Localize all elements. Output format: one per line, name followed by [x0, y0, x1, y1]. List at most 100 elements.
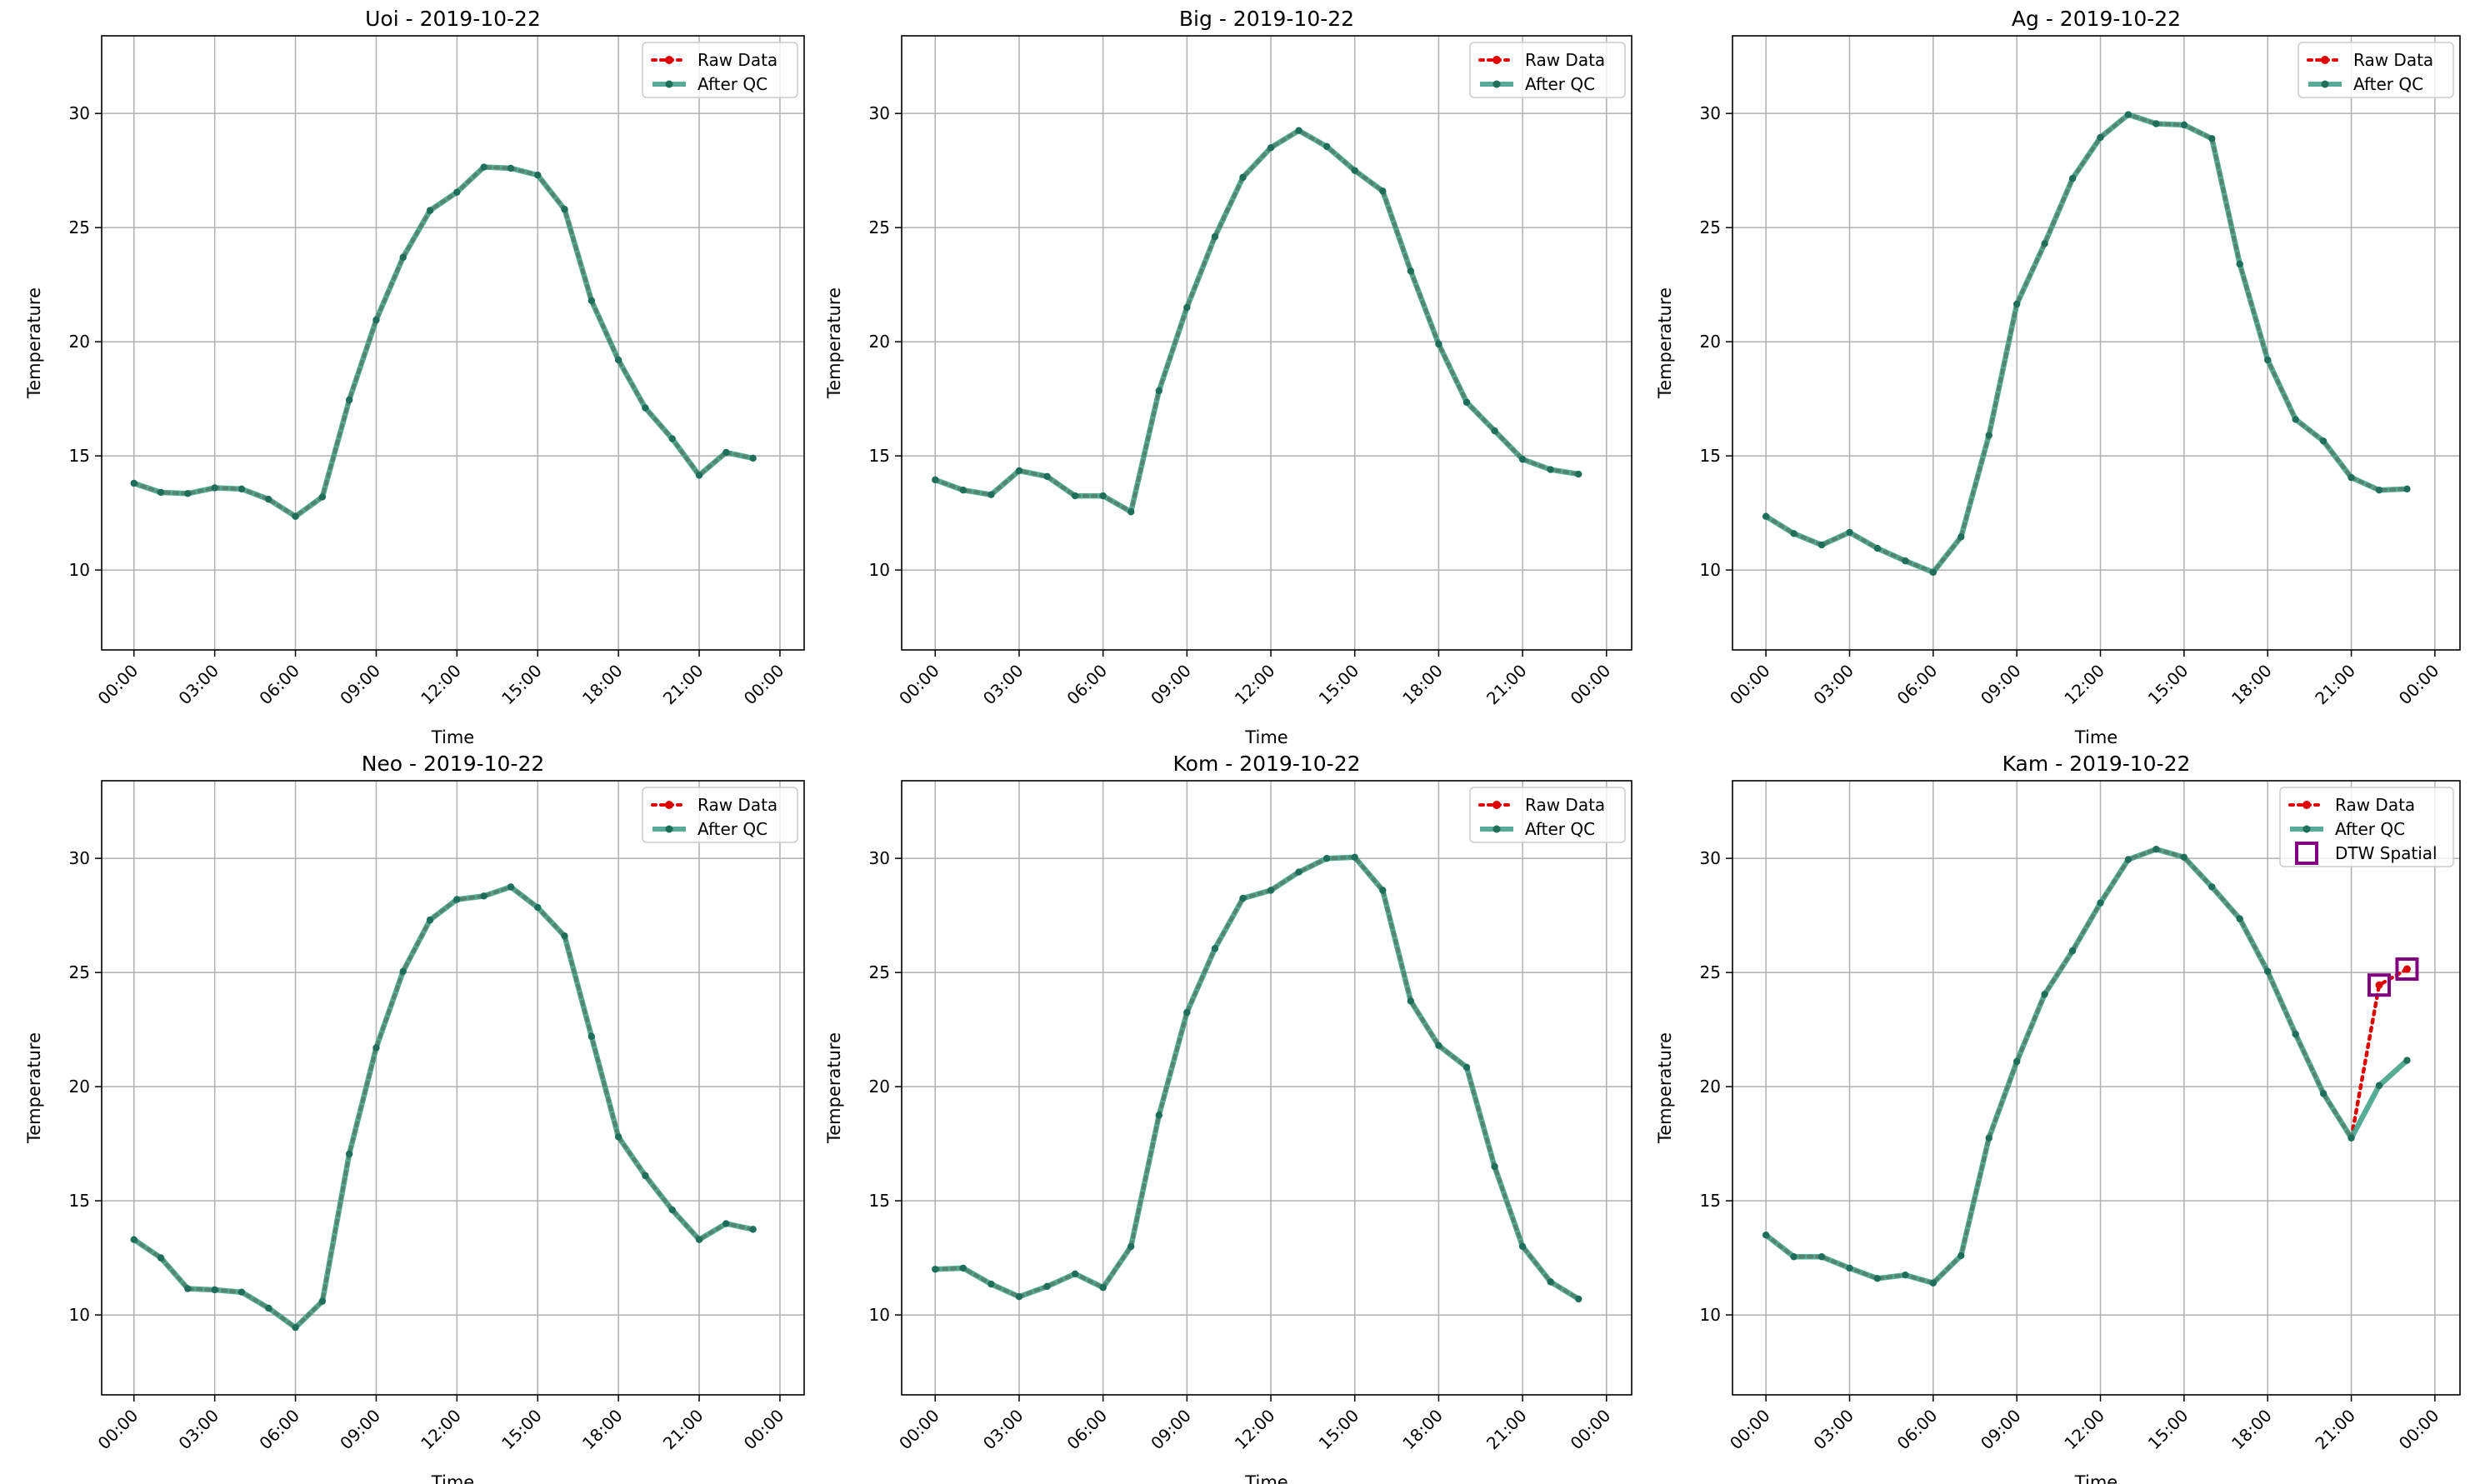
- after-qc-point: [130, 1236, 138, 1243]
- after-qc-point: [1099, 492, 1107, 500]
- after-qc-point: [1762, 512, 1770, 520]
- after-qc-point: [614, 1133, 622, 1141]
- after-qc-point: [2264, 967, 2272, 975]
- x-tick-label: 06:00: [255, 661, 303, 709]
- x-tick-label: 06:00: [1893, 661, 1942, 709]
- after-qc-point: [426, 207, 434, 214]
- dtw-spatial-flag: [2395, 957, 2419, 982]
- legend-qc-label: After QC: [698, 74, 768, 94]
- after-qc-point: [265, 1304, 272, 1312]
- after-qc-point: [345, 1150, 353, 1158]
- after-qc-point: [2041, 240, 2048, 247]
- after-qc-point: [722, 1220, 730, 1227]
- after-qc-point: [2068, 175, 2077, 182]
- raw-data-line: [1763, 112, 2409, 575]
- plot-frame: [101, 780, 805, 1396]
- x-tick-label: 00:00: [740, 661, 788, 709]
- legend-qc-marker: [1492, 80, 1501, 88]
- after-qc-point: [1790, 530, 1798, 537]
- after-qc-point: [1351, 853, 1358, 861]
- after-qc-point: [1547, 1278, 1554, 1286]
- legend-qc-marker: [665, 825, 673, 833]
- y-tick-label: 15: [869, 1191, 890, 1211]
- plot-frame: [101, 35, 805, 651]
- after-qc-line: [1764, 112, 2408, 576]
- after-qc-point: [453, 188, 461, 196]
- after-qc-point: [2041, 990, 2048, 998]
- y-tick-label: 10: [869, 560, 890, 580]
- subplot-1: 00:00 03:00 06:00 09:00 12:00 15:00 18:00 21:00…: [24, 7, 805, 747]
- after-qc-point: [1818, 1253, 1826, 1261]
- after-qc-point: [959, 487, 968, 494]
- after-qc-point: [1239, 894, 1247, 902]
- after-qc-point: [1183, 1008, 1191, 1017]
- y-tick-label: 25: [69, 962, 90, 982]
- x-tick-label: 09:00: [1977, 1406, 2025, 1454]
- legend-raw-marker: [1492, 56, 1501, 64]
- y-tick-label: 20: [1700, 1077, 1721, 1097]
- x-tick-label: 15:00: [2144, 661, 2192, 709]
- after-qc-point: [588, 297, 596, 305]
- legend-qc-label: After QC: [2353, 74, 2423, 94]
- x-tick-label: 15:00: [498, 1406, 546, 1454]
- x-tick-label: 06:00: [1062, 661, 1111, 709]
- x-tick-label: 03:00: [174, 661, 222, 709]
- x-tick-label: 21:00: [2311, 661, 2359, 709]
- after-qc-point: [318, 493, 327, 501]
- after-qc-point: [2403, 485, 2411, 493]
- after-qc-point: [1846, 1264, 1853, 1272]
- after-qc-point: [988, 1280, 995, 1288]
- after-qc-point: [1322, 142, 1331, 151]
- after-qc-point: [1958, 1252, 1965, 1260]
- raw-data-line: [132, 884, 755, 1331]
- after-qc-point: [722, 448, 730, 457]
- y-tick-label: 20: [869, 332, 890, 352]
- x-tick-label: 03:00: [1809, 1406, 1858, 1454]
- subplot-2: 00:00 03:00 06:00 09:00 12:00 15:00 18:00 21:00…: [824, 7, 1632, 747]
- legend: Raw Data After QC: [1469, 42, 1626, 98]
- after-qc-point: [2068, 947, 2077, 955]
- after-qc-point: [695, 1236, 703, 1243]
- after-qc-point: [932, 476, 939, 484]
- x-tick-label: 15:00: [1315, 661, 1363, 709]
- after-qc-point: [1491, 427, 1498, 435]
- after-qc-point: [1128, 1242, 1135, 1251]
- after-qc-point: [1407, 997, 1415, 1005]
- after-qc-point: [130, 479, 138, 487]
- x-tick-label: 12:00: [417, 661, 465, 709]
- legend-qc-marker: [2321, 80, 2329, 88]
- legend-raw-label: Raw Data: [1525, 50, 1605, 70]
- legend-qc-label: After QC: [2335, 819, 2405, 839]
- after-qc-point: [238, 1288, 246, 1296]
- after-qc-point: [749, 1226, 757, 1233]
- legend: Raw Data After QC: [1469, 787, 1626, 843]
- after-qc-point: [534, 903, 542, 912]
- after-qc-point: [1435, 340, 1442, 348]
- after-qc-point: [2264, 356, 2272, 364]
- x-tick-label: 12:00: [2060, 661, 2108, 709]
- after-qc-point: [453, 896, 461, 903]
- grid: [102, 781, 804, 1395]
- after-qc-point: [2180, 121, 2188, 129]
- x-tick-label: 18:00: [578, 661, 627, 709]
- y-tick-label: 10: [1700, 1305, 1721, 1325]
- after-qc-point: [695, 472, 703, 479]
- after-qc-point: [1267, 144, 1275, 152]
- after-qc-point: [1099, 1284, 1107, 1292]
- after-qc-point: [1379, 887, 1387, 894]
- after-qc-point: [2348, 1134, 2355, 1142]
- after-qc-point: [1929, 1279, 1938, 1287]
- x-tick-label: 00:00: [1726, 1406, 1774, 1454]
- subplot-4: 00:00 03:00 06:00 09:00 12:00 15:00 18:00 21:00…: [24, 752, 805, 1484]
- x-axis-label: Time: [431, 1472, 474, 1484]
- y-tick-label: 30: [69, 103, 90, 123]
- grid: [1732, 36, 2460, 650]
- x-tick-label: 15:00: [1315, 1406, 1363, 1454]
- chart-title: Ag - 2019-10-22: [2012, 7, 2181, 31]
- after-qc-point: [932, 1266, 939, 1273]
- x-tick-label: 00:00: [895, 661, 943, 709]
- after-qc-point: [399, 967, 407, 975]
- after-qc-point: [642, 404, 649, 412]
- legend-raw-marker: [665, 801, 673, 809]
- y-tick-label: 25: [1700, 962, 1721, 982]
